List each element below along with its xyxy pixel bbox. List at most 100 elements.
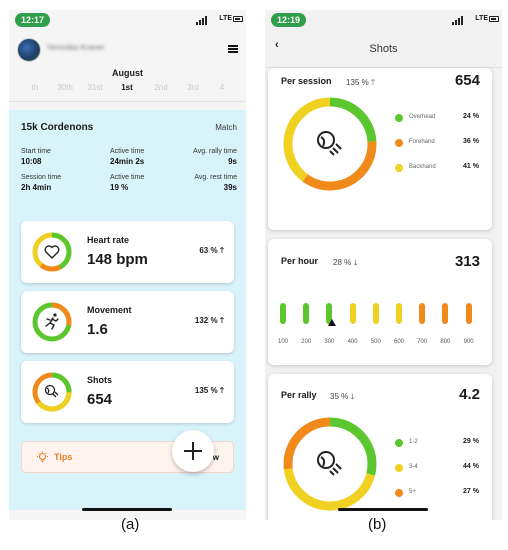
day-item[interactable]: 4 (219, 83, 225, 92)
legend-label: Forehand (409, 139, 435, 145)
phone-screen-b: 12:19 LTE ‹ Shots Per session 135 % 🡑 65… (265, 10, 502, 520)
scale-bar (349, 303, 356, 324)
card-change: 35 % 🡓 (330, 391, 355, 405)
legend-value: 24 % (463, 113, 479, 120)
card-change: 135 % 🡑 (346, 77, 375, 91)
scale-tick-label: 900 (463, 339, 474, 345)
status-bar: 12:17 LTE (9, 10, 246, 30)
stat-label: Start time (21, 148, 51, 155)
day-item[interactable]: 30th (57, 83, 73, 92)
legend-value: 29 % (463, 438, 479, 445)
scale-bar (419, 303, 426, 324)
status-bar: 12:19 LTE (265, 10, 502, 30)
heart-rate-card[interactable]: Heart rate 148 bpm 63 % 🡑 (21, 221, 234, 283)
stat-value: 9s (228, 157, 237, 166)
legend-item: 1-2 29 % (395, 437, 485, 449)
arrow-up-icon: 🡑 (219, 386, 224, 395)
donut-segment (283, 97, 377, 191)
stat-label: Session time (21, 174, 62, 181)
legend-color-dot (395, 114, 403, 122)
arrow-up-icon: 🡑 (370, 78, 376, 87)
card-label: Heart rate (87, 235, 130, 245)
scale-bar (465, 303, 472, 324)
stat-label: Avg. rest time (194, 174, 237, 181)
home-indicator (82, 508, 172, 511)
card-change: 135 % 🡑 (195, 385, 224, 399)
value-marker (328, 319, 337, 326)
card-value: 4.2 (459, 386, 480, 403)
network-label: LTE (475, 15, 488, 22)
stat-value: 10:08 (21, 157, 42, 166)
legend-label: 1-2 (409, 439, 418, 445)
day-item[interactable]: th (31, 83, 39, 92)
donut-segment (283, 97, 377, 191)
legend-item: Backhand 41 % (395, 162, 485, 174)
page-title: Shots (369, 43, 398, 55)
stat-value: 24min 2s (110, 157, 145, 166)
scale-bar (303, 303, 310, 324)
per-session-card[interactable]: Per session 135 % 🡑 654 Overhead 24 % Fore… (268, 68, 492, 230)
running-icon (45, 313, 59, 330)
scale-tick-label: 800 (440, 339, 451, 345)
day-item[interactable]: 31st (87, 83, 103, 92)
legend-value: 41 % (463, 163, 479, 170)
legend-item: 5+ 27 % (395, 487, 485, 499)
movement-ring (32, 302, 72, 342)
shots-card[interactable]: Shots 654 135 % 🡑 (21, 361, 234, 423)
card-pct: 35 % (330, 392, 349, 401)
per-hour-card[interactable]: Per hour 28 % 🡓 313 100 200 300 400 500 600 70… (268, 239, 492, 365)
card-value: 148 bpm (87, 251, 148, 268)
heart-icon (44, 245, 60, 259)
arrow-up-icon: 🡑 (219, 316, 224, 325)
card-change: 132 % 🡑 (195, 315, 224, 329)
card-pct: 135 % (194, 386, 218, 395)
card-label: Per rally (281, 390, 317, 400)
battery-icon (489, 16, 499, 22)
legend-item: 3-4 44 % (395, 462, 485, 474)
day-item[interactable]: 2nd (154, 83, 168, 92)
per-session-donut (283, 97, 377, 191)
day-item[interactable]: 3rd (187, 83, 199, 92)
user-name: Veronika Kraner (47, 43, 105, 52)
legend-item: Forehand 36 % (395, 137, 485, 149)
donut-segment (283, 417, 377, 511)
avatar[interactable] (17, 38, 41, 62)
legend-color-dot (395, 489, 403, 497)
tips-label: Tips (54, 452, 73, 462)
stat-value: 39s (223, 183, 237, 192)
shots-header: ‹ Shots (265, 30, 502, 68)
ball-icon (317, 451, 342, 476)
stat-label: Active time (110, 174, 145, 181)
legend-color-dot (395, 164, 403, 172)
add-button[interactable] (172, 430, 214, 472)
network-label: LTE (219, 15, 232, 22)
scale-tick-label: 700 (417, 339, 428, 345)
battery-icon (233, 16, 243, 22)
card-pct: 63 % (199, 246, 218, 255)
arrow-down-icon: 🡓 (353, 258, 358, 267)
phone-screen-a: 12:17 LTE Veronika Kraner August th 30th… (9, 10, 246, 520)
card-change: 28 % 🡓 (333, 257, 358, 271)
card-value: 313 (454, 253, 480, 270)
arrow-down-icon: 🡓 (350, 392, 355, 401)
stat-label: Active time (110, 148, 145, 155)
card-label: Per session (281, 76, 332, 86)
scale-tick-label: 500 (370, 339, 381, 345)
scale-tick-label: 100 (277, 339, 288, 345)
day-item-selected[interactable]: 1st (121, 83, 133, 92)
legend-color-dot (395, 439, 403, 447)
stat-value: 2h 4min (21, 183, 52, 192)
per-rally-card[interactable]: Per rally 35 % 🡓 4.2 1-2 29 % 3-4 44 % 5+ 27 … (268, 374, 492, 520)
menu-icon[interactable] (228, 45, 238, 53)
legend-label: Overhead (409, 114, 436, 120)
legend-color-dot (395, 139, 403, 147)
legend-label: Backhand (409, 164, 436, 170)
movement-card[interactable]: Movement 1.6 132 % 🡑 (21, 291, 234, 353)
scale-tick-label: 400 (347, 339, 358, 345)
month-title: August (112, 68, 143, 78)
card-value: 654 (454, 72, 480, 89)
legend-value: 27 % (463, 488, 479, 495)
back-icon[interactable]: ‹ (275, 39, 279, 51)
card-change: 63 % 🡑 (199, 245, 224, 259)
legend-color-dot (395, 464, 403, 472)
